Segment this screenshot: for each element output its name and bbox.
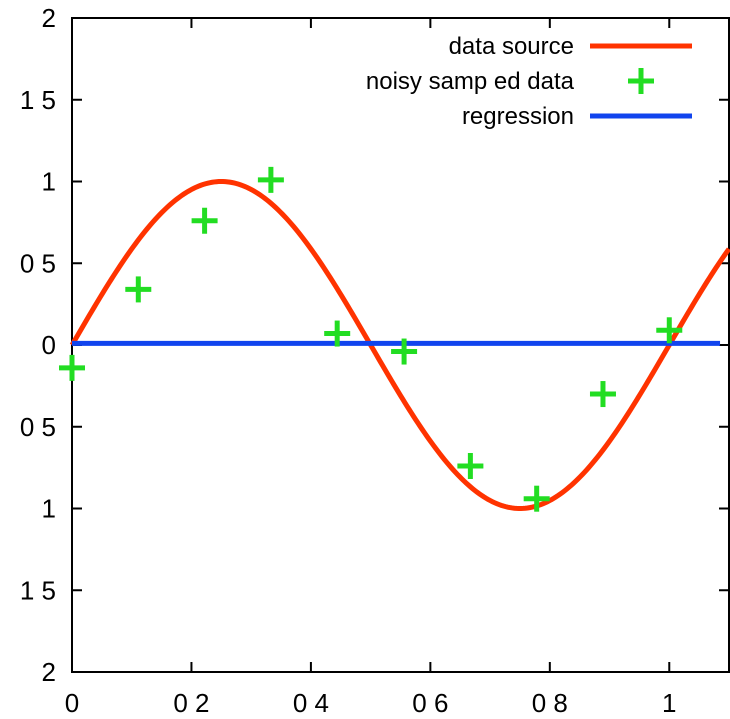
y-tick-label: 0 5: [20, 412, 56, 442]
sample-point: [523, 485, 550, 512]
x-axis: 0 0 2 0 4 0 6 0 8 1: [65, 18, 677, 718]
legend: data source noisy samp ed data regression: [366, 33, 692, 130]
y-tick-label: 1: [42, 167, 56, 197]
sample-point: [391, 338, 418, 365]
sample-point: [324, 320, 351, 347]
y-axis: 21 510 500 511 52: [20, 3, 729, 687]
y-tick-label: 1 5: [20, 85, 56, 115]
x-tick-label: 0 4: [293, 688, 329, 718]
legend-label: noisy samp ed data: [366, 68, 575, 95]
sample-point: [191, 207, 218, 234]
sample-point: [656, 317, 683, 344]
x-tick-label: 0 6: [412, 688, 448, 718]
y-tick-label: 1 5: [20, 575, 56, 605]
y-tick-label: 0: [42, 330, 56, 360]
x-tick-label: 0 2: [173, 688, 209, 718]
sample-point: [257, 166, 284, 193]
y-tick-label: 1: [42, 494, 56, 524]
y-tick-label: 0 5: [20, 248, 56, 278]
sample-point: [59, 354, 85, 381]
legend-label: regression: [462, 103, 574, 130]
plot-area: [59, 166, 730, 512]
y-tick-label: 2: [42, 3, 56, 33]
x-tick-label: 0 8: [532, 688, 568, 718]
data-source-line: [69, 178, 730, 511]
x-tick-label: 0: [65, 688, 79, 718]
sample-point: [457, 452, 484, 479]
sample-point: [125, 276, 152, 303]
legend-label: data source: [449, 33, 574, 60]
y-tick-label: 2: [42, 657, 56, 687]
x-tick-label: 1: [662, 688, 676, 718]
sample-point: [589, 381, 616, 408]
